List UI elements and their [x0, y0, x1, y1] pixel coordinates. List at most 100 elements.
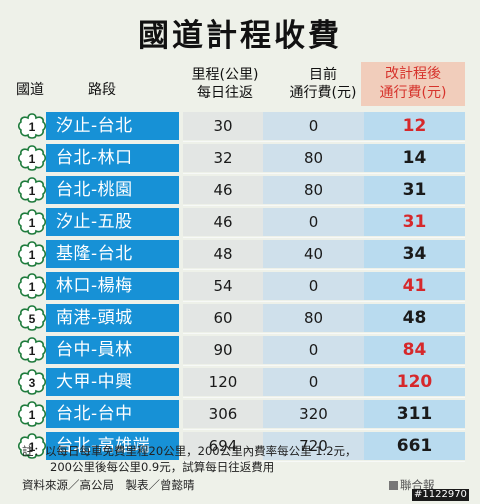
freeway-shield-icon: 5 — [17, 305, 47, 331]
header-road: 國道 — [16, 82, 44, 98]
table-row: 5 南港-頭城 60 80 48 — [0, 302, 480, 334]
new-fee-cell: 41 — [364, 272, 465, 300]
brand-label: 聯合報 — [400, 478, 435, 492]
row-divider — [183, 365, 465, 366]
freeway-shield-icon: 3 — [17, 369, 47, 395]
current-fee-cell: 0 — [263, 208, 364, 236]
table-row: 1 汐止-五股 46 0 31 — [0, 206, 480, 238]
distance-cell: 90 — [183, 336, 263, 364]
section-cell: 林口-楊梅 — [46, 272, 179, 300]
current-fee-cell: 40 — [263, 240, 364, 268]
row-divider — [183, 461, 465, 462]
row-divider — [183, 301, 465, 302]
header-section: 路段 — [88, 82, 116, 98]
distance-cell: 32 — [183, 144, 263, 172]
row-divider — [183, 173, 465, 174]
road-number: 3 — [29, 376, 36, 390]
current-fee-cell: 0 — [263, 112, 364, 140]
section-cell: 大甲-中興 — [46, 368, 179, 396]
publisher-brand: 聯合報 — [389, 477, 435, 493]
distance-cell: 306 — [183, 400, 263, 428]
section-cell: 台北-高雄端 — [46, 432, 179, 460]
new-fee-cell: 661 — [364, 432, 465, 460]
header-distance-line1: 里程(公里) — [191, 67, 259, 83]
freeway-shield-icon: 1 — [17, 401, 47, 427]
row-divider — [183, 333, 465, 334]
header-new-fee: 改計程後 通行費(元) — [361, 62, 465, 106]
table-row: 1 台北-高雄端 694 720 661 — [0, 430, 480, 462]
road-number: 1 — [29, 408, 36, 422]
new-fee-cell: 12 — [364, 112, 465, 140]
section-cell: 基隆-台北 — [46, 240, 179, 268]
section-cell: 台北-台中 — [46, 400, 179, 428]
distance-cell: 48 — [183, 240, 263, 268]
freeway-shield-icon: 1 — [17, 433, 47, 459]
row-divider — [183, 429, 465, 430]
new-fee-cell: 311 — [364, 400, 465, 428]
distance-cell: 46 — [183, 176, 263, 204]
road-number: 1 — [29, 248, 36, 262]
header-distance: 里程(公里) 每日往返 — [167, 66, 283, 102]
new-fee-cell: 14 — [364, 144, 465, 172]
section-cell: 台北-桃園 — [46, 176, 179, 204]
image-code: #1122970 — [412, 489, 469, 501]
road-number: 1 — [29, 184, 36, 198]
header-current-line1: 目前 — [309, 67, 337, 83]
freeway-shield-icon: 1 — [17, 209, 47, 235]
road-number: 1 — [29, 280, 36, 294]
road-number: 5 — [29, 312, 36, 326]
new-fee-cell: 34 — [364, 240, 465, 268]
new-fee-cell: 120 — [364, 368, 465, 396]
section-cell: 汐止-五股 — [46, 208, 179, 236]
footnote-line2: 200公里後每公里0.9元，試算每日往返費用 — [50, 460, 275, 474]
fee-table: 1 汐止-台北 30 0 12 1 台北-林口 32 80 14 1 台北-桃園 46 80 31 1 汐止-五… — [0, 110, 480, 462]
current-fee-cell: 80 — [263, 304, 364, 332]
section-cell: 台中-員林 — [46, 336, 179, 364]
new-fee-cell: 31 — [364, 208, 465, 236]
row-divider — [183, 141, 465, 142]
row-divider — [183, 205, 465, 206]
new-fee-cell: 31 — [364, 176, 465, 204]
freeway-shield-icon: 1 — [17, 337, 47, 363]
current-fee-cell: 720 — [263, 432, 364, 460]
road-number: 1 — [29, 152, 36, 166]
distance-cell: 30 — [183, 112, 263, 140]
header-distance-line2: 每日往返 — [197, 85, 253, 101]
section-cell: 汐止-台北 — [46, 112, 179, 140]
road-number: 1 — [29, 120, 36, 134]
header-current-line2: 通行費(元) — [289, 85, 357, 101]
table-row: 1 基隆-台北 48 40 34 — [0, 238, 480, 270]
row-divider — [183, 237, 465, 238]
freeway-shield-icon: 1 — [17, 177, 47, 203]
table-row: 1 台北-林口 32 80 14 — [0, 142, 480, 174]
road-number: 1 — [29, 440, 36, 454]
road-number: 1 — [29, 216, 36, 230]
table-row: 1 汐止-台北 30 0 12 — [0, 110, 480, 142]
page-title: 國道計程收費 — [138, 18, 342, 54]
brand-square-icon — [389, 481, 398, 490]
footnote-line1: 註：以每日每車免費里程20公里，200公里內費率每公里 1.2元， — [22, 444, 357, 458]
freeway-shield-icon: 1 — [17, 113, 47, 139]
table-row: 1 林口-楊梅 54 0 41 — [0, 270, 480, 302]
freeway-shield-icon: 1 — [17, 273, 47, 299]
freeway-shield-icon: 1 — [17, 241, 47, 267]
distance-cell: 60 — [183, 304, 263, 332]
road-number: 1 — [29, 344, 36, 358]
current-fee-cell: 0 — [263, 336, 364, 364]
section-cell: 台北-林口 — [46, 144, 179, 172]
distance-cell: 54 — [183, 272, 263, 300]
row-divider — [183, 269, 465, 270]
new-fee-cell: 48 — [364, 304, 465, 332]
source-credit: 資料來源／高公局 製表／曾懿晴 — [22, 478, 195, 492]
header-new-line1: 改計程後 — [385, 66, 441, 82]
table-row: 1 台中-員林 90 0 84 — [0, 334, 480, 366]
header-current-fee: 目前 通行費(元) — [268, 66, 378, 102]
current-fee-cell: 80 — [263, 176, 364, 204]
current-fee-cell: 320 — [263, 400, 364, 428]
row-divider — [183, 397, 465, 398]
table-row: 1 台北-台中 306 320 311 — [0, 398, 480, 430]
section-cell: 南港-頭城 — [46, 304, 179, 332]
current-fee-cell: 0 — [263, 272, 364, 300]
distance-cell: 46 — [183, 208, 263, 236]
header-new-line2: 通行費(元) — [379, 85, 447, 101]
